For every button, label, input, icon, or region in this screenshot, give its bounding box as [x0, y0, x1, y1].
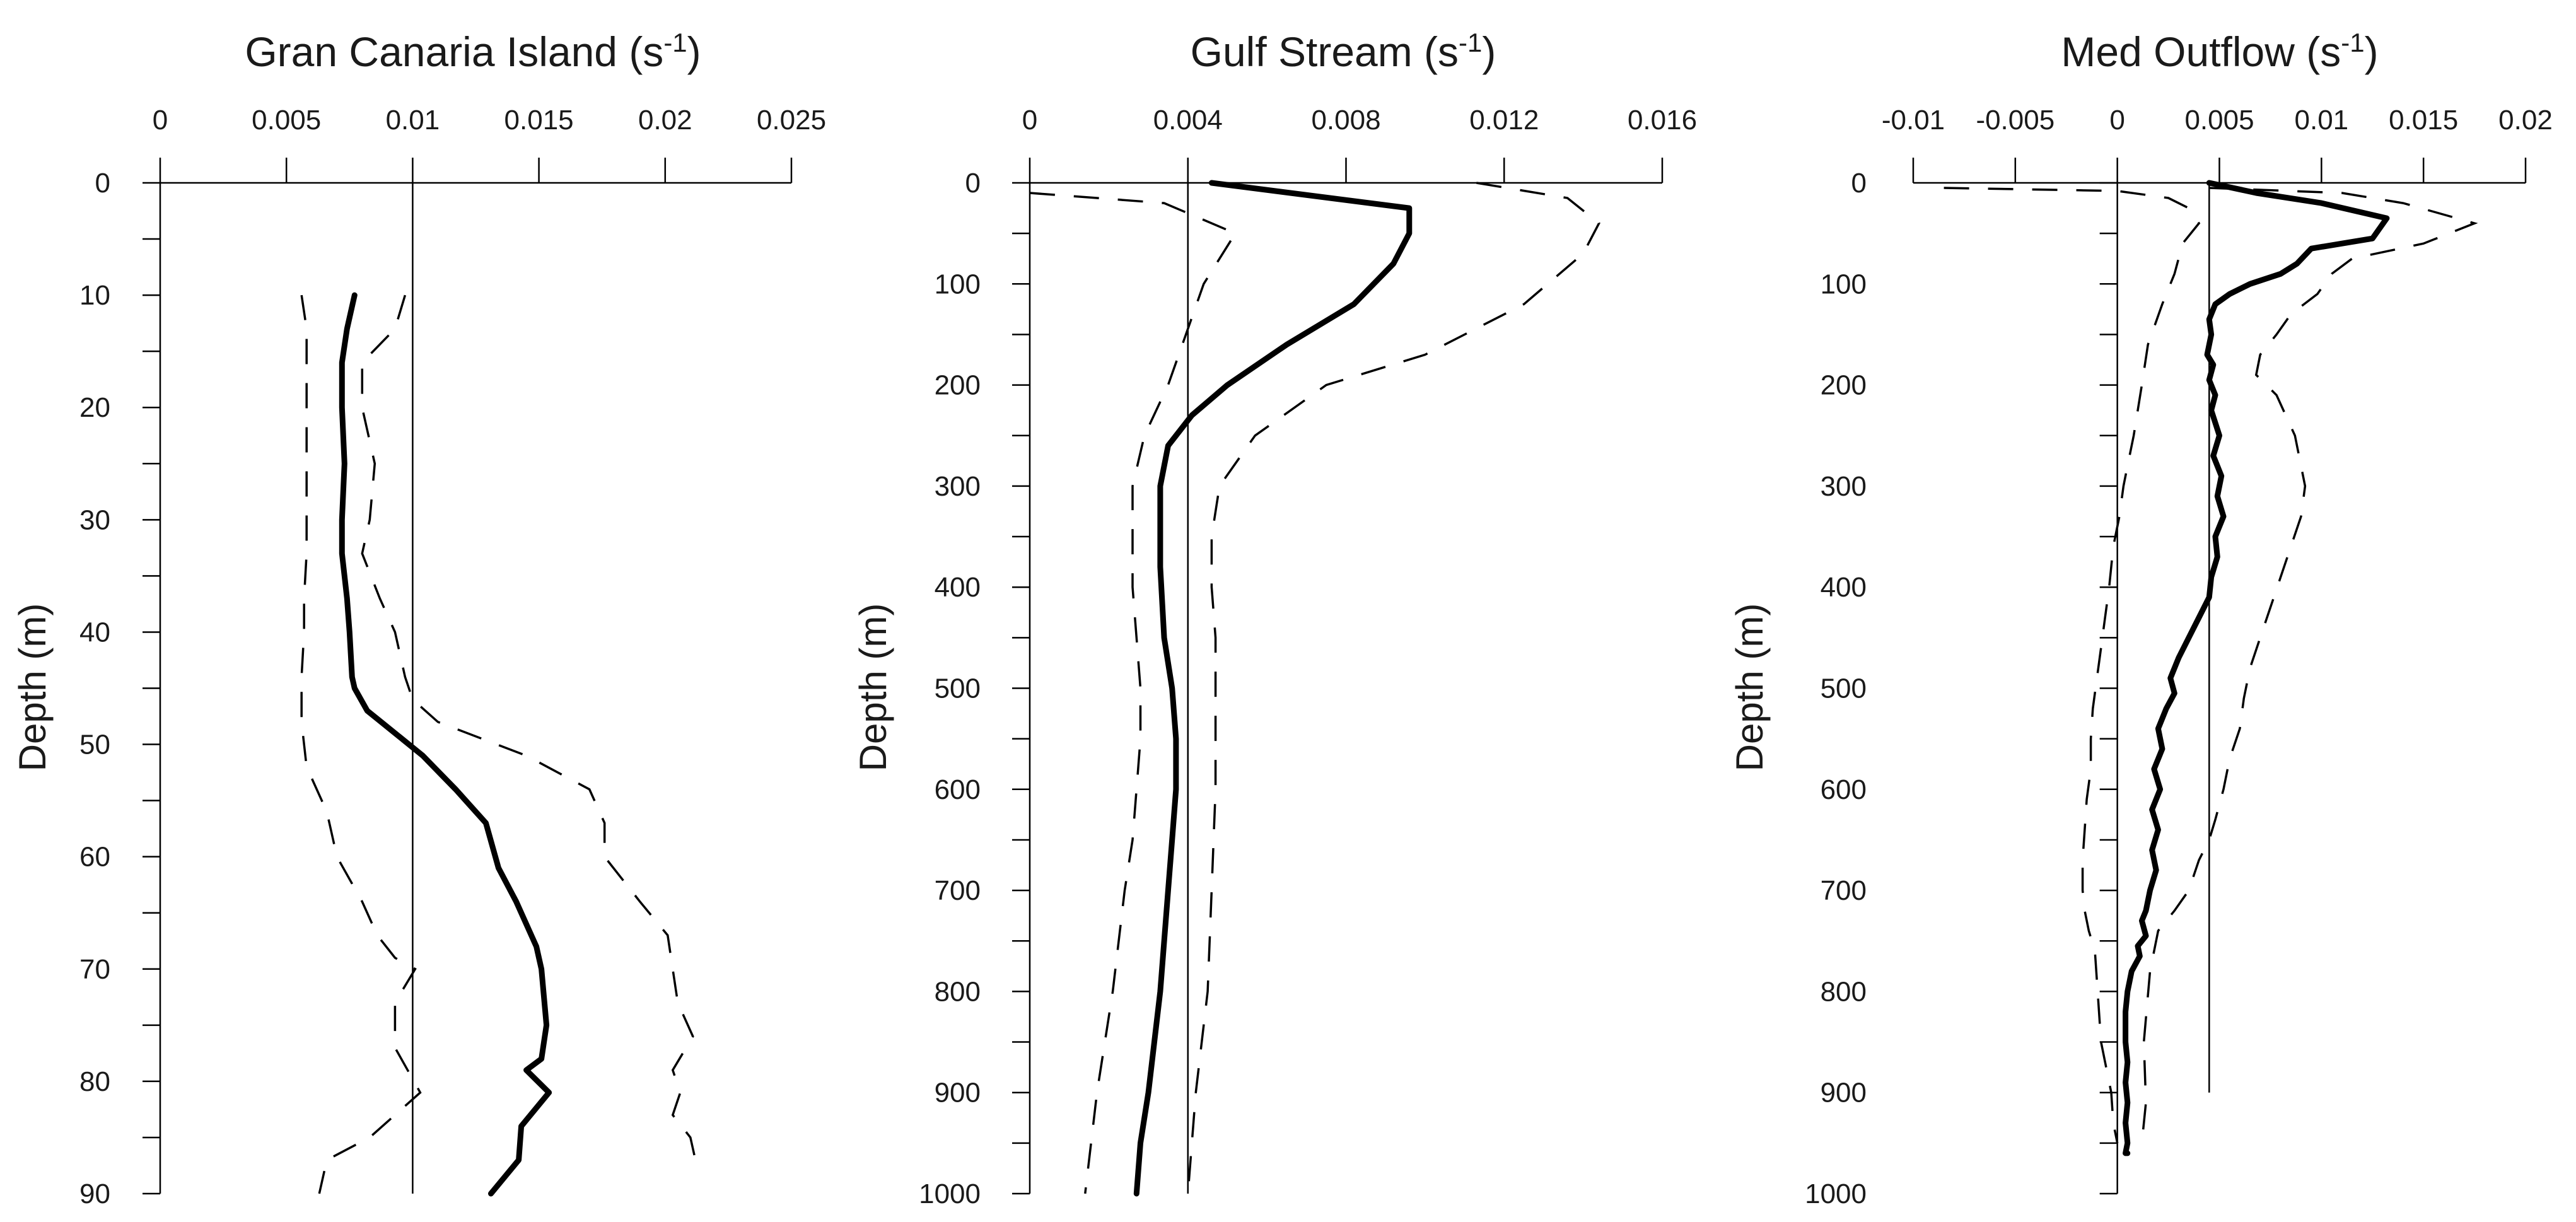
y-tick-label: 700: [935, 875, 981, 906]
y-tick-label: 400: [935, 572, 981, 603]
x-tick-label: 0: [153, 105, 168, 136]
y-tick-label: 500: [1821, 673, 1867, 704]
y-tick-label: 90: [79, 1178, 110, 1209]
x-tick-label: 0: [1022, 105, 1037, 136]
y-tick-label: 100: [1821, 269, 1867, 300]
y-tick-label: 100: [935, 269, 981, 300]
y-tick-label: 200: [1821, 370, 1867, 401]
series-bound-line: [1029, 192, 1237, 1194]
y-tick-label: 300: [1821, 471, 1867, 502]
y-tick-label: 0: [95, 168, 110, 199]
x-tick-label: 0.015: [2389, 105, 2458, 136]
series-bound-line: [1187, 182, 1600, 1194]
chart-gran-canaria: Gran Canaria Island (s-1) Depth (m) 0 0.005…: [11, 28, 826, 1210]
series-mean-line: [339, 292, 552, 1197]
y-tick-label: 900: [1821, 1078, 1867, 1109]
y-tick-label: 0: [1851, 168, 1867, 199]
y-tick-label: 1000: [919, 1178, 981, 1209]
x-tick-label: 0.015: [504, 105, 574, 136]
chart-med-outflow: Med Outflow (s-1) Depth (m) -0.01 -0.005 0 0.…: [1728, 28, 2553, 1210]
series-mean-line: [2123, 180, 2390, 1156]
y-tick-label: 900: [935, 1078, 981, 1109]
y-tick-label: 50: [79, 730, 110, 760]
x-tick-label: 0.025: [757, 105, 826, 136]
y-tick-label: 700: [1821, 875, 1867, 906]
x-tick-label: 0.004: [1153, 105, 1223, 136]
y-tick-label: 60: [79, 842, 110, 873]
y-tick-label: 0: [965, 168, 981, 199]
x-tick-label: -0.005: [1976, 105, 2054, 136]
chart-gulf-stream: Gulf Stream (s-1) Depth (m) 0 0.004 0.008 0.0…: [852, 28, 1697, 1210]
y-tick-label: 10: [79, 280, 110, 311]
x-tick-label: 0.01: [2295, 105, 2349, 136]
y-tick-label: 600: [935, 774, 981, 805]
y-tick-label: 500: [935, 673, 981, 704]
chart-title: Med Outflow (s-1): [2061, 28, 2378, 76]
series-bound-line: [2140, 187, 2478, 1143]
y-tick-label: 300: [935, 471, 981, 502]
x-tick-label: 0.012: [1469, 105, 1539, 136]
x-tick-label: 0.01: [386, 105, 440, 136]
y-tick-label: 20: [79, 392, 110, 423]
x-tick-label: 0: [2109, 105, 2124, 136]
y-tick-label: 800: [1821, 976, 1867, 1007]
x-tick-label: 0.005: [2184, 105, 2254, 136]
x-tick-label: 0.016: [1628, 105, 1697, 136]
chart-title: Gran Canaria Island (s-1): [245, 28, 701, 76]
x-tick-label: 0.02: [638, 105, 692, 136]
y-tick-label: 600: [1821, 774, 1867, 805]
x-tick-label: -0.01: [1882, 105, 1945, 136]
y-tick-label: 200: [935, 370, 981, 401]
y-tick-label: 80: [79, 1066, 110, 1097]
series-bound-line: [1944, 187, 2201, 1144]
y-tick-label: 800: [935, 976, 981, 1007]
x-tick-label: 0.005: [252, 105, 321, 136]
y-tick-label: 30: [79, 504, 110, 535]
series-bound-line: [361, 294, 697, 1172]
y-tick-label: 1000: [1805, 1178, 1867, 1209]
series-bound-line: [300, 294, 422, 1194]
x-tick-label: 0.008: [1311, 105, 1380, 136]
chart-title: Gulf Stream (s-1): [1191, 28, 1496, 76]
y-axis-label: Depth (m): [852, 603, 894, 772]
x-tick-label: 0.02: [2498, 105, 2553, 136]
y-axis-label: Depth (m): [11, 603, 54, 772]
series-mean-line: [1133, 180, 1413, 1197]
y-tick-label: 400: [1821, 572, 1867, 603]
y-tick-label: 40: [79, 617, 110, 648]
y-tick-label: 70: [79, 954, 110, 985]
y-axis-label: Depth (m): [1728, 603, 1771, 772]
